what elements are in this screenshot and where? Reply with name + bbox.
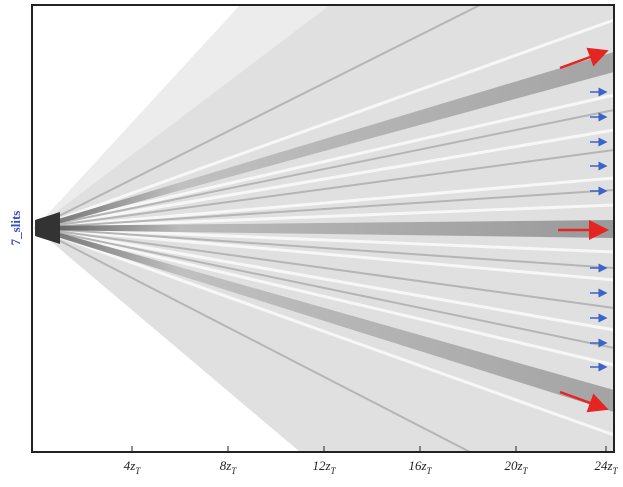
tick-main: 16z <box>408 458 426 473</box>
tick-sub: T <box>135 466 141 476</box>
tick-main: 20z <box>504 458 522 473</box>
tick-sub: T <box>231 466 237 476</box>
frame <box>31 4 615 453</box>
tick-sub: T <box>613 466 619 476</box>
red-arrows <box>558 47 609 413</box>
x-tick-label: 16zT <box>408 458 432 476</box>
x-tick-label: 12zT <box>312 458 336 476</box>
tick-sub: T <box>523 466 529 476</box>
intensity-pattern <box>34 4 615 453</box>
tick-sub: T <box>331 466 337 476</box>
tick-main: 24z <box>594 458 612 473</box>
x-tick-label: 24zT <box>594 458 618 476</box>
tick-sub: T <box>427 466 433 476</box>
x-tick-label: 8zT <box>220 458 238 476</box>
x-tick-label: 4zT <box>124 458 142 476</box>
tick-main: 12z <box>312 458 330 473</box>
x-tick-label: 20zT <box>504 458 528 476</box>
tick-main: 4z <box>124 458 136 473</box>
blue-arrows <box>590 87 608 372</box>
x-ticks: 4zT 8zT 12zT 16zT 20zT 24zT <box>124 446 619 476</box>
tick-main: 8z <box>220 458 232 473</box>
side-label: 7_slits <box>8 211 23 246</box>
